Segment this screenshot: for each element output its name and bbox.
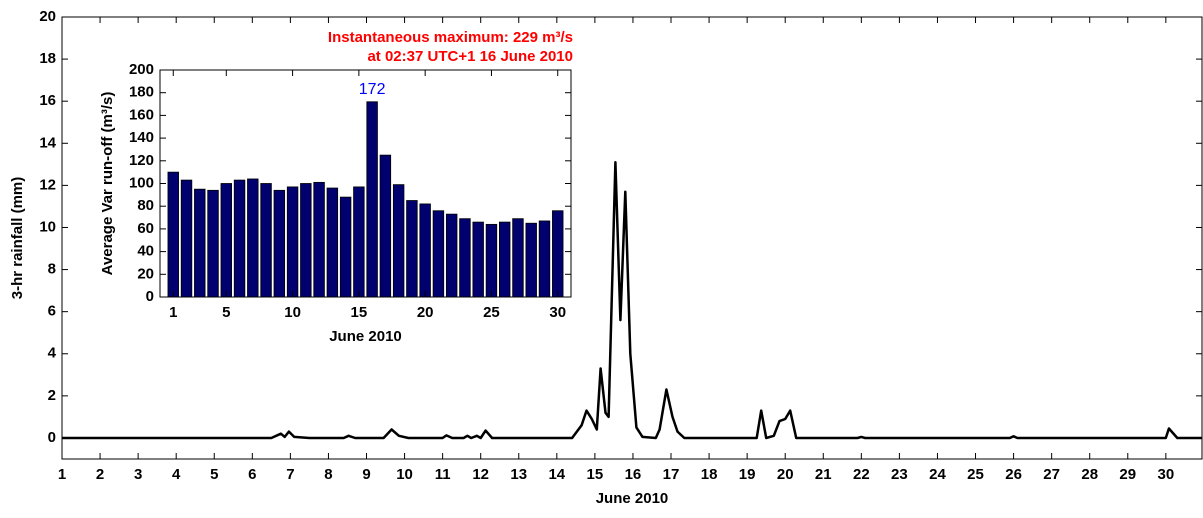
axes-box xyxy=(61,16,1203,460)
data-line xyxy=(62,160,1202,440)
y-tick-label: 20 xyxy=(137,265,154,282)
x-tick-label: 17 xyxy=(663,466,680,483)
bar xyxy=(392,184,405,298)
y-tick-label: 0 xyxy=(146,288,154,305)
bar xyxy=(485,223,498,298)
bar xyxy=(512,218,524,298)
y-axis-label: 3-hr rainfall (mm) xyxy=(9,177,26,300)
y-tick-label: 160 xyxy=(129,106,154,123)
y-tick-label: 80 xyxy=(137,197,154,214)
bar xyxy=(180,179,193,298)
x-axis-label: June 2010 xyxy=(329,328,402,345)
y-tick-label: 10 xyxy=(39,218,56,235)
y-tick-label: 6 xyxy=(48,303,56,320)
bar xyxy=(353,186,365,298)
bar xyxy=(459,218,471,298)
x-tick-label: 11 xyxy=(435,466,451,483)
y-tick-label: 0 xyxy=(48,429,56,446)
bar xyxy=(167,171,179,298)
x-tick-label: 18 xyxy=(701,466,718,483)
y-tick-label: 60 xyxy=(137,220,154,237)
x-tick-label: 15 xyxy=(351,304,368,321)
bar xyxy=(326,187,339,298)
x-axis-label: June 2010 xyxy=(596,490,669,507)
x-tick-label: 21 xyxy=(815,466,832,483)
bar xyxy=(366,101,378,298)
bar xyxy=(432,210,445,298)
x-tick-label: 5 xyxy=(222,304,230,321)
bar xyxy=(286,186,299,298)
bar xyxy=(260,183,272,298)
x-tick-label: 7 xyxy=(286,466,294,483)
bar xyxy=(300,183,312,298)
x-tick-label: 16 xyxy=(625,466,642,483)
y-tick-label: 20 xyxy=(39,8,56,25)
bar xyxy=(499,221,511,298)
x-tick-label: 1 xyxy=(58,466,66,483)
bar xyxy=(273,189,286,298)
y-tick-label: 200 xyxy=(129,61,154,78)
x-tick-label: 23 xyxy=(891,466,908,483)
x-tick-label: 24 xyxy=(929,466,946,483)
x-tick-label: 19 xyxy=(739,466,756,483)
y-tick-label: 12 xyxy=(39,176,56,193)
x-tick-label: 25 xyxy=(967,466,984,483)
y-tick-label: 140 xyxy=(129,129,154,146)
y-tick-label: 18 xyxy=(39,50,56,67)
bar xyxy=(419,203,431,298)
x-tick-label: 1 xyxy=(169,304,177,321)
x-tick-label: 5 xyxy=(210,466,218,483)
y-tick-label: 120 xyxy=(129,152,154,169)
bar xyxy=(538,220,551,298)
bar xyxy=(194,188,206,298)
y-tick-label: 2 xyxy=(48,387,56,404)
x-tick-label: 29 xyxy=(1119,466,1136,483)
bar xyxy=(313,181,325,298)
y-tick-label: 16 xyxy=(39,92,56,109)
x-tick-label: 6 xyxy=(248,466,256,483)
x-tick-label: 9 xyxy=(362,466,370,483)
bar xyxy=(445,213,458,298)
bar xyxy=(525,222,537,298)
bar xyxy=(339,196,352,298)
x-tick-label: 20 xyxy=(777,466,794,483)
x-tick-label: 13 xyxy=(510,466,527,483)
bar xyxy=(247,178,259,298)
x-tick-label: 26 xyxy=(1005,466,1022,483)
bar xyxy=(207,189,219,298)
x-tick-label: 25 xyxy=(483,304,500,321)
y-tick-label: 8 xyxy=(48,261,56,278)
y-axis-label: Average Var run-off (m³/s) xyxy=(99,92,116,276)
x-tick-label: 2 xyxy=(96,466,104,483)
x-tick-label: 10 xyxy=(284,304,301,321)
x-tick-label: 28 xyxy=(1081,466,1098,483)
y-tick-label: 4 xyxy=(48,345,57,362)
x-tick-label: 30 xyxy=(1157,466,1174,483)
inset-title: Instantaneous maximum: 229 m³/s xyxy=(328,29,573,46)
bar xyxy=(552,210,564,298)
bar xyxy=(406,200,418,298)
x-tick-label: 10 xyxy=(396,466,413,483)
y-tick-label: 40 xyxy=(137,243,154,260)
x-tick-label: 20 xyxy=(417,304,434,321)
x-tick-label: 22 xyxy=(853,466,870,483)
x-tick-label: 27 xyxy=(1043,466,1060,483)
bar xyxy=(220,183,232,298)
x-tick-label: 30 xyxy=(549,304,566,321)
inset-title: at 02:37 UTC+1 16 June 2010 xyxy=(367,48,573,65)
bar xyxy=(379,154,392,298)
y-tick-label: 180 xyxy=(129,84,154,101)
bar xyxy=(472,221,484,298)
x-tick-label: 4 xyxy=(172,466,181,483)
x-tick-label: 14 xyxy=(548,466,565,483)
x-tick-label: 15 xyxy=(587,466,604,483)
x-tick-label: 8 xyxy=(324,466,332,483)
y-tick-label: 100 xyxy=(129,174,154,191)
x-tick-label: 12 xyxy=(472,466,489,483)
data-label: 172 xyxy=(359,81,386,98)
bar xyxy=(233,179,246,298)
y-tick-label: 14 xyxy=(39,134,56,151)
x-tick-label: 3 xyxy=(134,466,142,483)
